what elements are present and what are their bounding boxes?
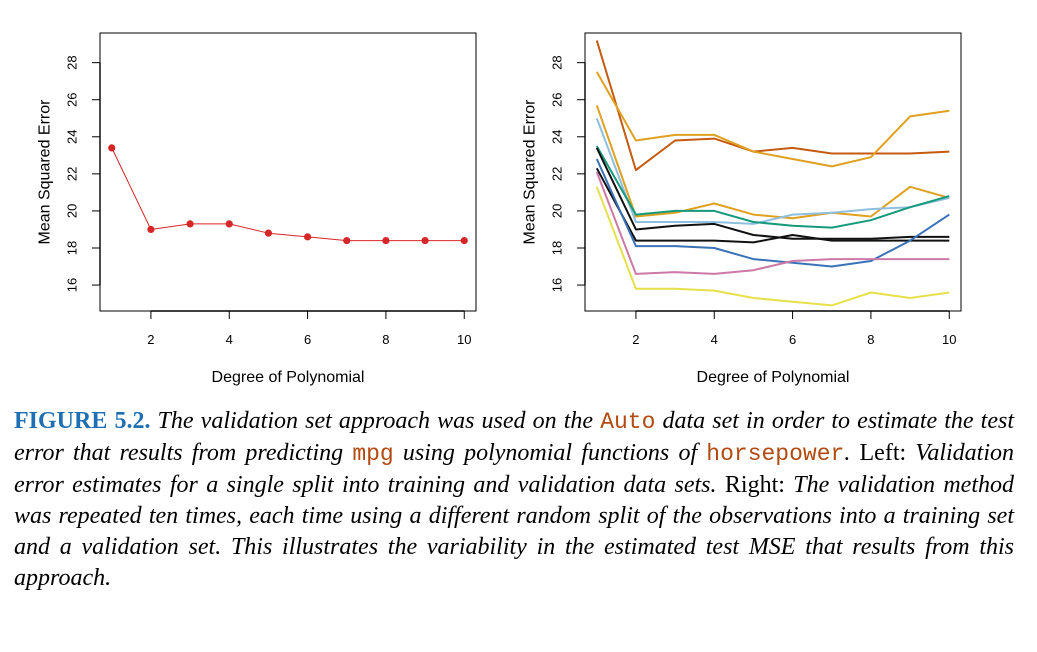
y-tick-label: 22: [65, 167, 80, 181]
x-tick-label: 6: [789, 332, 796, 347]
x-axis-label: Degree of Polynomial: [212, 369, 365, 386]
y-axis-label: Mean Squared Error: [37, 99, 54, 245]
data-point: [421, 236, 429, 245]
data-point: [186, 220, 194, 228]
x-tick-label: 2: [147, 332, 154, 347]
series-line-1: [595, 40, 950, 172]
x-tick-label: 4: [226, 332, 233, 347]
caption-right-label: Right:: [724, 472, 785, 498]
data-point: [225, 220, 233, 228]
y-tick-label: 16: [65, 278, 80, 292]
caption-left-label: Left:: [859, 440, 907, 466]
series-line-8: [595, 158, 950, 268]
caption-text-1: The validation set approach was used on …: [150, 408, 601, 434]
y-tick-label: 26: [550, 92, 565, 106]
x-tick-label: 10: [457, 332, 471, 347]
caption-text-2: data set in order to estimate the test e…: [14, 408, 1015, 466]
caption-label: FIGURE 5.2.: [14, 408, 151, 434]
caption-code-auto: Auto: [600, 409, 656, 435]
data-point: [108, 144, 116, 152]
data-point: [147, 225, 155, 234]
x-tick-label: 8: [867, 332, 874, 347]
figure-caption: FIGURE 5.2. The validation set approach …: [14, 406, 1014, 594]
y-tick-label: 26: [65, 92, 80, 106]
y-tick-label: 20: [65, 204, 80, 218]
data-point: [382, 236, 390, 245]
series-line-9: [595, 171, 950, 275]
series-line-10: [595, 186, 950, 307]
caption-text-6: The validation method was repeated ten t…: [14, 472, 1014, 591]
y-tick-label: 28: [550, 55, 565, 69]
caption-code-mpg: mpg: [352, 441, 394, 467]
y-tick-label: 24: [65, 130, 80, 144]
data-point: [303, 233, 312, 241]
x-tick-label: 10: [942, 332, 956, 347]
caption-text-4: .: [844, 440, 860, 466]
series-line-7: [595, 167, 950, 244]
y-tick-label: 16: [550, 278, 565, 292]
data-point: [264, 229, 273, 237]
x-tick-label: 6: [304, 332, 311, 347]
series-line-1: [111, 147, 465, 242]
x-axis-label: Degree of Polynomial: [697, 369, 850, 386]
caption-code-horsepower: horsepower: [706, 441, 845, 467]
plot-frame: [584, 32, 962, 312]
y-axis-label: Mean Squared Error: [522, 99, 539, 245]
y-tick-label: 24: [550, 130, 565, 144]
series-line-4: [595, 117, 950, 225]
x-tick-label: 2: [632, 332, 639, 347]
y-tick-label: 18: [550, 241, 565, 255]
series-line-3: [595, 104, 950, 220]
y-tick-label: 28: [65, 55, 80, 69]
data-point: [343, 236, 351, 245]
y-tick-label: 22: [550, 167, 565, 181]
plot-frame: [99, 32, 477, 312]
caption-text-3: using polynomial functions of: [393, 440, 707, 466]
series-line-5: [595, 145, 950, 229]
caption-text-5: Validation error estimates for a single …: [14, 440, 1015, 498]
y-tick-label: 18: [65, 241, 80, 255]
x-tick-label: 8: [382, 332, 389, 347]
data-point: [460, 236, 468, 245]
series-line-2: [595, 71, 950, 168]
series-line-6: [595, 147, 950, 240]
x-tick-label: 4: [711, 332, 718, 347]
y-tick-label: 20: [550, 204, 565, 218]
